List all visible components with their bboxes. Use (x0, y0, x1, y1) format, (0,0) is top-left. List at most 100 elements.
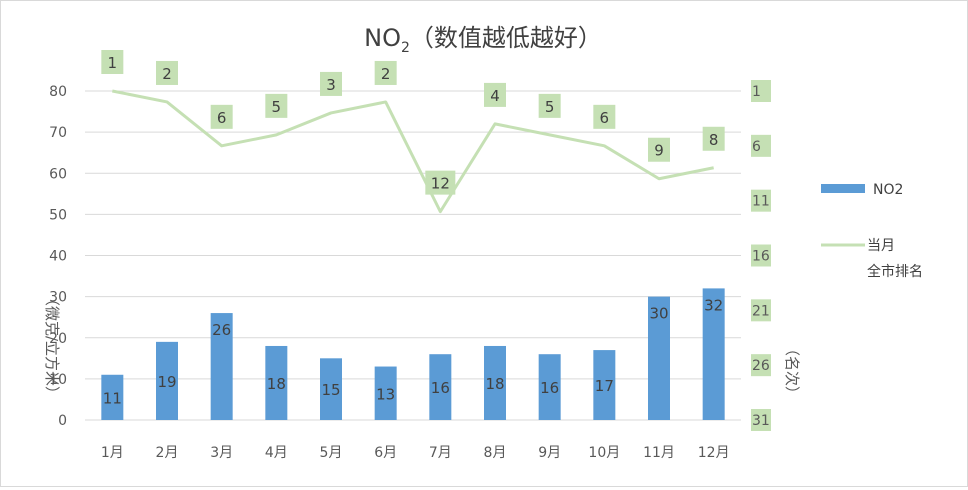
x-axis-ticks: 1月 2月 3月 4月 5月 6月 7月 8月 9月 10月 11月 12月 (101, 445, 730, 461)
right-tick-box (751, 189, 771, 212)
x-tick-label: 7月 (429, 445, 452, 461)
line-series-rank (112, 89, 714, 214)
bar-data-label: 18 (267, 375, 286, 393)
bar (702, 288, 725, 420)
right-tick-label: 31 (752, 413, 770, 429)
bar (265, 345, 288, 420)
left-tick-label: 20 (49, 331, 67, 347)
rank-label-text: 3 (326, 76, 336, 94)
legend-bar-label: NO2 (873, 182, 903, 198)
chart-title-subscript: 2 (401, 40, 410, 56)
rank-data-label: 6 (593, 104, 616, 129)
rank-label-text: 4 (490, 87, 500, 105)
rank-label-text: 12 (431, 175, 450, 193)
rank-data-label: 2 (374, 60, 397, 85)
bar (593, 350, 616, 420)
bar-data-labels: 11 19 26 18 15 13 16 18 16 17 30 32 (103, 296, 723, 407)
rank-line (112, 89, 714, 214)
bar-data-label: 15 (321, 381, 340, 399)
legend-line-label-line1: 当月 (867, 238, 895, 254)
left-tick-label: 80 (49, 84, 67, 100)
left-tick-label: 30 (49, 290, 67, 306)
legend: NO2 当月 全市排名 (821, 182, 923, 280)
right-tick-box (751, 134, 771, 157)
left-tick-label: 10 (49, 372, 67, 388)
rank-label-box (374, 60, 397, 85)
rank-label-text: 6 (600, 109, 610, 127)
legend-bar-swatch (821, 184, 865, 193)
right-tick-box (751, 409, 771, 431)
bar (538, 354, 561, 420)
bar-data-label: 17 (595, 377, 614, 395)
x-tick-label: 5月 (320, 445, 343, 461)
x-tick-label: 6月 (374, 445, 397, 461)
rank-label-box (702, 126, 725, 151)
bar (156, 341, 178, 420)
rank-data-label: 8 (702, 126, 725, 151)
right-tick-box (751, 244, 771, 267)
bar-data-label: 11 (103, 389, 122, 407)
bar-data-label: 16 (431, 379, 450, 397)
bar (374, 366, 397, 420)
chart-title-rest: （数值越低越好） (410, 24, 602, 52)
bar-data-label: 19 (157, 373, 176, 391)
bar (429, 354, 452, 420)
x-tick-label: 3月 (210, 445, 233, 461)
rank-data-label: 5 (538, 93, 561, 118)
x-tick-label: 2月 (156, 445, 179, 461)
x-tick-label: 11月 (643, 445, 675, 461)
rank-label-box (593, 104, 616, 129)
rank-label-text: 9 (654, 142, 664, 160)
rank-data-label: 1 (101, 50, 124, 74)
right-axis-title: （名次） (783, 341, 801, 401)
rank-data-label: 2 (156, 60, 178, 85)
bar (101, 374, 124, 420)
rank-label-box (265, 93, 288, 118)
right-tick-label: 26 (752, 358, 770, 374)
bar-data-label: 32 (704, 296, 723, 314)
bar-data-label: 13 (376, 385, 395, 403)
bar (210, 313, 233, 420)
rank-data-label: 6 (210, 104, 233, 129)
rank-data-label: 5 (265, 93, 288, 118)
rank-label-box (648, 137, 670, 162)
left-axis-ticks: 0 10 20 30 40 50 60 70 80 (49, 84, 67, 429)
x-tick-label: 8月 (484, 445, 507, 461)
gridlines (85, 90, 741, 421)
bar (320, 358, 342, 420)
left-tick-label: 0 (58, 413, 67, 429)
bar-data-label: 30 (649, 305, 668, 323)
right-tick-box (751, 354, 771, 377)
x-tick-label: 9月 (538, 445, 561, 461)
rank-label-text: 8 (709, 131, 719, 149)
rank-label-box (156, 60, 178, 85)
rank-label-text: 5 (545, 98, 555, 116)
rank-label-box (320, 71, 342, 96)
right-tick-label: 21 (752, 303, 770, 319)
bar-data-label: 26 (212, 321, 231, 339)
rank-label-box (484, 82, 506, 107)
rank-label-box (538, 93, 561, 118)
bar (484, 345, 506, 420)
left-tick-label: 40 (49, 249, 67, 265)
rank-data-label: 3 (320, 71, 342, 96)
left-tick-label: 60 (49, 166, 67, 182)
bar-data-label: 18 (485, 375, 504, 393)
right-tick-box (751, 80, 771, 102)
rank-label-box (425, 170, 456, 195)
left-tick-label: 50 (49, 207, 67, 223)
chart-title-main: NO (364, 24, 401, 52)
rank-label-box (210, 104, 233, 129)
right-tick-label: 1 (752, 84, 761, 100)
rank-label-text: 2 (381, 65, 391, 83)
right-tick-label: 16 (752, 249, 770, 265)
x-tick-label: 12月 (698, 445, 730, 461)
rank-data-label: 12 (425, 170, 456, 195)
left-axis-title: （微克/立方米） (43, 291, 61, 401)
bar-series-no2 (101, 288, 725, 420)
rank-label-box (101, 50, 124, 74)
